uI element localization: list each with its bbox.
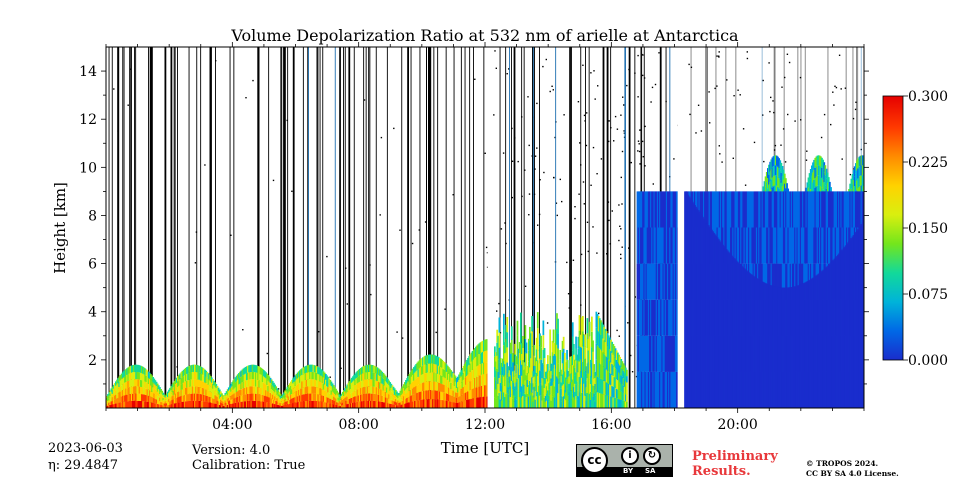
colorbar-tick-label: 0.300: [908, 89, 948, 105]
colorbar-tick-label: 0.225: [908, 155, 948, 171]
attribution-icon: i: [621, 447, 639, 465]
cc-icon: cc: [581, 447, 608, 474]
heatmap-area: [106, 47, 864, 408]
y-tick-label: 6: [88, 257, 97, 273]
x-tick-label: 20:00: [717, 417, 757, 433]
preliminary-line-2: Results.: [692, 464, 751, 479]
y-tick-label: 10: [79, 160, 97, 176]
y-axis: 2 4 6 8 10 12 14: [79, 64, 869, 385]
colorbar-tick-label: 0.150: [908, 221, 948, 237]
cc-license-badge: cc i ↻ BY SA: [576, 444, 673, 477]
copyright-line-2: CC BY SA 4.0 License.: [806, 469, 899, 478]
preliminary-line-1: Preliminary: [692, 449, 778, 464]
copyright-notice: © TROPOS 2024. CC BY SA 4.0 License.: [806, 459, 899, 479]
x-tick-label: 12:00: [465, 417, 505, 433]
license-by-label: BY: [623, 467, 634, 475]
calibration-text: Calibration: True: [192, 458, 306, 473]
preliminary-notice: Preliminary Results.: [692, 449, 778, 479]
colorbar: [882, 95, 904, 361]
y-tick-label: 8: [88, 208, 97, 224]
y-tick-label: 12: [79, 112, 97, 128]
x-tick-label: 04:00: [212, 417, 252, 433]
colorbar-ticks: 0.000 0.075 0.150 0.225 0.300: [903, 89, 948, 369]
x-axis: 04:00 08:00 12:00 16:00 20:00: [105, 42, 865, 433]
x-axis-label: Time [UTC]: [441, 439, 530, 457]
share-alike-icon: ↻: [643, 447, 661, 465]
colorbar-tick-label: 0.075: [908, 287, 948, 303]
cc-badge-bar: [577, 467, 672, 476]
y-tick-label: 14: [79, 64, 97, 80]
y-axis-label: Height [km]: [51, 182, 69, 274]
chart-title: Volume Depolarization Ratio at 532 nm of…: [231, 26, 739, 45]
x-tick-label: 08:00: [338, 417, 378, 433]
eta-value: η: 29.4847: [48, 458, 119, 473]
version-text: Version: 4.0: [192, 443, 271, 458]
y-tick-label: 4: [88, 305, 97, 321]
y-tick-label: 2: [88, 353, 97, 369]
x-tick-label: 16:00: [591, 417, 631, 433]
measurement-date: 2023-06-03: [48, 441, 123, 456]
copyright-line-1: © TROPOS 2024.: [806, 459, 879, 468]
colorbar-tick-label: 0.000: [908, 353, 948, 369]
license-sa-label: SA: [645, 467, 656, 475]
